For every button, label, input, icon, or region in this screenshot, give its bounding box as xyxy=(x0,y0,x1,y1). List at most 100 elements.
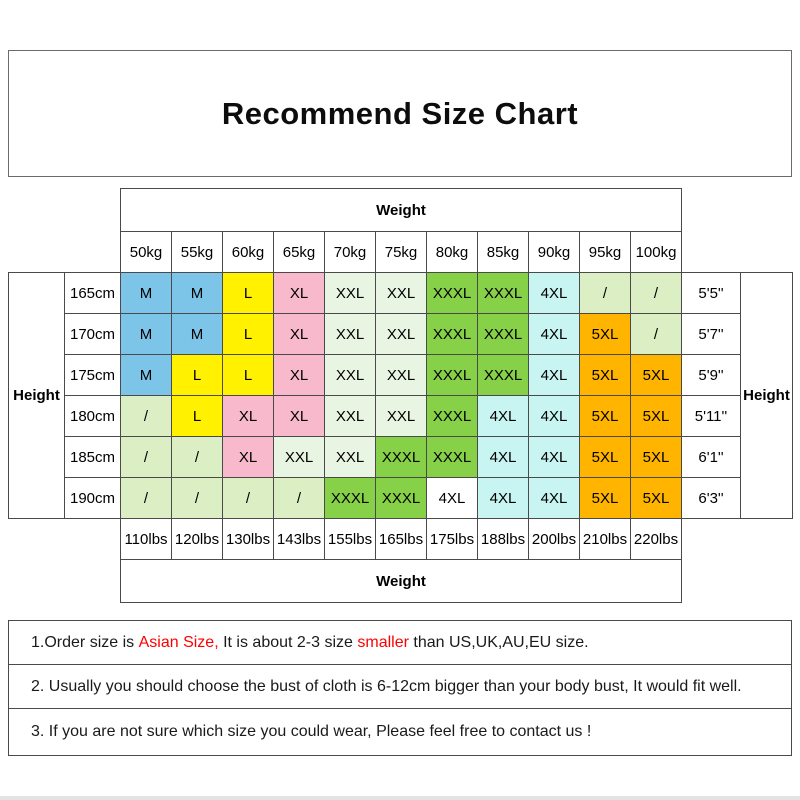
size-cell: 4XL xyxy=(528,272,580,314)
height-cm-label: 175cm xyxy=(64,354,121,396)
size-cell: M xyxy=(120,313,172,355)
size-cell: 5XL xyxy=(579,477,631,519)
size-cell: XXL xyxy=(324,272,376,314)
weight-lbs-label: 220lbs xyxy=(629,518,683,560)
size-cell: 4XL xyxy=(528,313,580,355)
height-ft-label: 5'7'' xyxy=(681,313,742,355)
size-cell: L xyxy=(171,395,223,437)
size-cell: 5XL xyxy=(579,436,631,478)
note-line-3: 3. If you are not sure which size you co… xyxy=(8,708,792,756)
empty-corner xyxy=(8,231,121,273)
note-highlight: smaller xyxy=(357,633,409,651)
size-cell: / xyxy=(222,477,274,519)
size-cell: 5XL xyxy=(579,395,631,437)
height-cm-label: 170cm xyxy=(64,313,121,355)
weight-axis-label-top: Weight xyxy=(119,188,683,232)
empty-corner xyxy=(681,559,793,603)
size-cell: XXL xyxy=(273,436,325,478)
empty-corner xyxy=(8,518,121,560)
size-cell: XXXL xyxy=(375,477,427,519)
size-cell: 4XL xyxy=(528,395,580,437)
height-cm-label: 190cm xyxy=(64,477,121,519)
size-cell: / xyxy=(120,436,172,478)
weight-lbs-label: 130lbs xyxy=(222,518,274,560)
size-cell: 4XL xyxy=(426,477,478,519)
size-cell: / xyxy=(629,313,683,355)
note-line-2: 2. Usually you should choose the bust of… xyxy=(8,664,792,709)
height-ft-label: 6'3'' xyxy=(681,477,742,519)
size-cell: XL xyxy=(222,395,274,437)
size-cell: / xyxy=(171,436,223,478)
height-cm-label: 180cm xyxy=(64,395,121,437)
size-cell: XXXL xyxy=(426,354,478,396)
weight-lbs-label: 143lbs xyxy=(273,518,325,560)
size-cell: 4XL xyxy=(477,477,529,519)
note-text: It is about 2-3 size xyxy=(218,633,358,651)
size-cell: XXXL xyxy=(477,313,529,355)
size-cell: 5XL xyxy=(629,436,683,478)
empty-corner xyxy=(8,188,121,232)
size-cell: XXXL xyxy=(477,272,529,314)
height-axis-label-right: Height xyxy=(740,272,794,519)
size-cell: 4XL xyxy=(528,354,580,396)
size-cell: XXXL xyxy=(426,395,478,437)
size-cell: 5XL xyxy=(579,313,631,355)
size-cell: XXL xyxy=(324,395,376,437)
size-cell: L xyxy=(222,354,274,396)
weight-kg-label: 70kg xyxy=(324,231,376,273)
note-text: 1.Order size is xyxy=(31,633,139,651)
empty-corner xyxy=(681,188,793,232)
empty-corner xyxy=(8,559,121,603)
size-cell: 4XL xyxy=(528,436,580,478)
size-cell: L xyxy=(171,354,223,396)
weight-kg-label: 85kg xyxy=(477,231,529,273)
weight-lbs-label: 155lbs xyxy=(324,518,376,560)
weight-kg-label: 80kg xyxy=(426,231,478,273)
size-cell: 5XL xyxy=(629,395,683,437)
height-ft-label: 6'1'' xyxy=(681,436,742,478)
size-cell: XXXL xyxy=(426,272,478,314)
weight-kg-label: 90kg xyxy=(528,231,580,273)
size-cell: XXXL xyxy=(477,354,529,396)
size-cell: XL xyxy=(273,354,325,396)
size-cell: / xyxy=(579,272,631,314)
title-box: Recommend Size Chart xyxy=(8,50,792,177)
size-cell: / xyxy=(120,395,172,437)
size-chart-table: Weight 50kg 55kg 60kg 65kg 70kg 75kg 80kg 85kg 90… xyxy=(8,188,794,603)
weight-kg-label: 75kg xyxy=(375,231,427,273)
note-line-1: 1.Order size is Asian Size, It is about … xyxy=(8,620,792,665)
notes-section: 1.Order size is Asian Size, It is about … xyxy=(8,620,792,756)
size-cell: / xyxy=(120,477,172,519)
height-ft-label: 5'9'' xyxy=(681,354,742,396)
size-cell: XXXL xyxy=(426,436,478,478)
empty-corner xyxy=(681,231,793,273)
size-cell: / xyxy=(273,477,325,519)
size-cell: XXL xyxy=(375,272,427,314)
note-text: 3. If you are not sure which size you co… xyxy=(31,723,592,740)
weight-kg-label: 65kg xyxy=(273,231,325,273)
size-cell: 5XL xyxy=(579,354,631,396)
weight-lbs-label: 188lbs xyxy=(477,518,529,560)
note-text: 2. Usually you should choose the bust of… xyxy=(31,677,742,695)
size-cell: XL xyxy=(273,395,325,437)
page-title: Recommend Size Chart xyxy=(221,95,579,131)
size-cell: M xyxy=(120,272,172,314)
weight-kg-label: 100kg xyxy=(629,231,683,273)
weight-lbs-label: 210lbs xyxy=(579,518,631,560)
size-cell: 5XL xyxy=(629,477,683,519)
size-cell: L xyxy=(222,272,274,314)
weight-lbs-label: 120lbs xyxy=(171,518,223,560)
weight-lbs-label: 200lbs xyxy=(528,518,580,560)
size-cell: XL xyxy=(222,436,274,478)
size-cell: XL xyxy=(273,313,325,355)
size-cell: 4XL xyxy=(477,395,529,437)
size-cell: XXXL xyxy=(426,313,478,355)
size-cell: M xyxy=(171,313,223,355)
size-cell: / xyxy=(629,272,683,314)
size-cell: XXL xyxy=(324,436,376,478)
height-cm-label: 185cm xyxy=(64,436,121,478)
height-cm-label: 165cm xyxy=(64,272,121,314)
note-text: than US,UK,AU,EU size. xyxy=(408,633,589,651)
size-cell: XXL xyxy=(324,313,376,355)
